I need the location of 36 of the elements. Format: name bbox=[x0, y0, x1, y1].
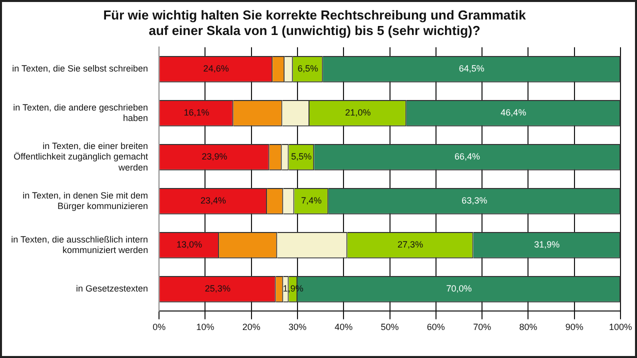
data-label: 23,9% bbox=[202, 152, 228, 162]
data-label: 16,1% bbox=[184, 108, 210, 118]
x-tick-label: 50% bbox=[380, 322, 399, 332]
y-tick-label: in Texten, die andere geschrieben haben bbox=[13, 102, 148, 124]
x-tick-label: 10% bbox=[196, 322, 214, 332]
y-tick-label: in Texten, die einer breiten Öffentlichkeit zugänglich gemacht werden bbox=[14, 140, 149, 172]
y-tick-label: in Texten, die ausschließlich intern kommuniziert werden bbox=[11, 234, 148, 256]
x-tick-label: 20% bbox=[242, 322, 260, 332]
data-label: 31,9% bbox=[534, 240, 560, 250]
data-label: 7,4% bbox=[301, 196, 322, 206]
x-tick-label: 100% bbox=[608, 322, 632, 332]
data-label: 5,5% bbox=[291, 152, 312, 162]
chart-title: Für wie wichtig halten Sie korrekte Rechtschreibung und Grammatik auf einer Skala von 1 (unwichtig) bis 5 (sehr wichtig)? bbox=[103, 7, 527, 38]
y-tick-label: in Texten, die Sie selbst schreiben bbox=[12, 64, 148, 74]
data-label: 63,3% bbox=[462, 196, 488, 206]
y-tick-label: in Gesetzestexten bbox=[76, 284, 148, 294]
data-label: 1,9% bbox=[282, 284, 304, 294]
x-tick-label: 70% bbox=[473, 322, 492, 332]
data-label: 6,5% bbox=[298, 64, 318, 74]
data-label: 70,0% bbox=[446, 284, 472, 294]
x-tick-label: 30% bbox=[288, 322, 307, 332]
data-label: 46,4% bbox=[500, 108, 526, 118]
data-label: 24,6% bbox=[203, 64, 229, 74]
data-label: 23,4% bbox=[200, 196, 226, 206]
y-tick-label: in Texten, in denen Sie mit dem Bürger kommunizieren bbox=[22, 190, 148, 212]
x-tick-label: 60% bbox=[426, 322, 445, 332]
x-tick-label: 0% bbox=[152, 322, 166, 332]
x-tick-label: 80% bbox=[519, 322, 538, 332]
data-label: 13,0% bbox=[176, 240, 202, 250]
data-label: 66,4% bbox=[454, 152, 480, 162]
data-label: 21,0% bbox=[345, 108, 371, 118]
data-label: 64,5% bbox=[458, 64, 484, 74]
data-label: 27,3% bbox=[398, 240, 424, 250]
x-tick-label: 90% bbox=[565, 322, 584, 332]
x-tick-label: 40% bbox=[334, 322, 353, 332]
data-label: 25,3% bbox=[204, 284, 230, 294]
